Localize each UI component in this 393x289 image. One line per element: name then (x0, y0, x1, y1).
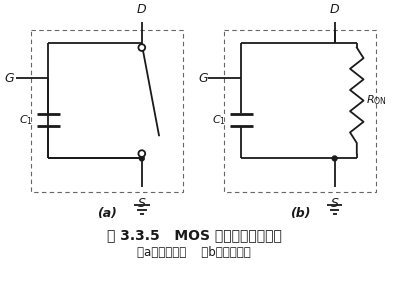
Text: $R_{\mathrm{ON}}$: $R_{\mathrm{ON}}$ (366, 94, 387, 108)
Circle shape (140, 156, 144, 161)
Text: S: S (331, 197, 338, 210)
Text: (a): (a) (97, 207, 117, 220)
Text: 图 3.3.5   MOS 管的开关等效电路: 图 3.3.5 MOS 管的开关等效电路 (107, 229, 282, 242)
Text: D: D (330, 3, 340, 16)
Text: （a）截止状态    （b）导通状态: （a）截止状态 （b）导通状态 (138, 247, 251, 260)
Circle shape (332, 156, 337, 161)
Bar (224, 30, 376, 192)
Bar (31, 30, 183, 192)
Text: D: D (137, 3, 147, 16)
Circle shape (138, 44, 145, 51)
Text: G: G (199, 72, 208, 85)
Text: G: G (4, 72, 14, 85)
Circle shape (138, 150, 145, 157)
Text: $C_1$: $C_1$ (19, 113, 33, 127)
Text: (b): (b) (290, 207, 310, 220)
Text: S: S (138, 197, 146, 210)
Text: $C_1$: $C_1$ (212, 113, 226, 127)
